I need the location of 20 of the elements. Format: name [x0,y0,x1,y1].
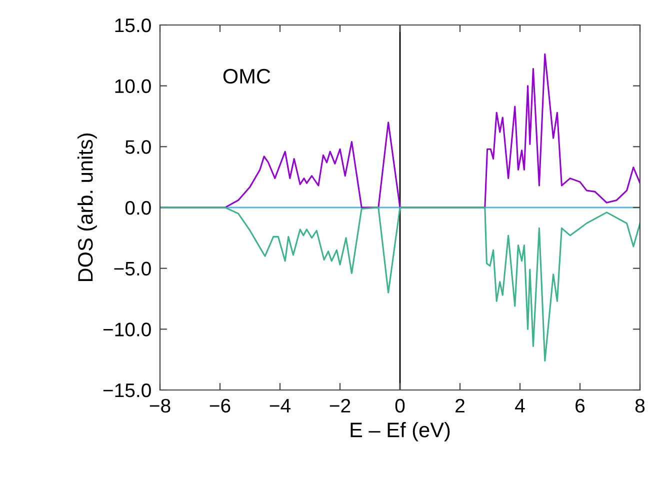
x-tick-label: −8 [150,398,170,413]
x-tick-label: 8 [635,398,645,413]
x-tick-label: 2 [456,398,464,412]
x-tick-label: 6 [576,398,585,413]
x-tick-label: 0 [395,398,405,413]
y-axis-title: DOS (arb. units) [77,134,97,282]
x-tick-label: −4 [270,399,291,412]
x-axis-title: E – Ef (eV) [350,422,450,442]
y-tick-label: −15.0 [103,383,151,398]
y-tick-label: 0.0 [125,200,151,215]
y-tick-label: 15.0 [115,18,151,32]
annotation: OMC [223,68,270,84]
y-tick-label: −10.0 [103,322,151,336]
x-tick-label: −2 [330,398,350,412]
y-tick-label: −5.0 [114,262,151,276]
x-tick-label: 4 [515,399,525,412]
y-tick-label: 5.0 [125,140,151,154]
y-tick-label: 10.0 [115,79,151,94]
x-tick-label: −6 [210,398,230,413]
line-series [160,206,640,362]
